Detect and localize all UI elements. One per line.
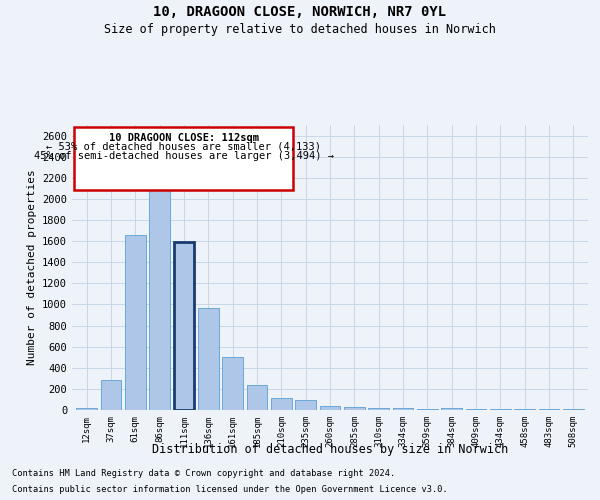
Bar: [247, 384, 268, 410]
Bar: [271, 398, 292, 410]
Bar: [392, 408, 413, 410]
Text: Distribution of detached houses by size in Norwich: Distribution of detached houses by size …: [152, 442, 508, 456]
Bar: [149, 184, 170, 410]
Text: Contains public sector information licensed under the Open Government Licence v3: Contains public sector information licen…: [12, 485, 448, 494]
Bar: [222, 357, 243, 410]
Bar: [442, 408, 462, 410]
Bar: [101, 380, 121, 410]
Bar: [490, 409, 511, 410]
Bar: [173, 242, 194, 410]
Bar: [74, 127, 293, 190]
Bar: [320, 406, 340, 410]
Bar: [198, 308, 218, 410]
Bar: [295, 400, 316, 410]
Text: 10, DRAGOON CLOSE, NORWICH, NR7 0YL: 10, DRAGOON CLOSE, NORWICH, NR7 0YL: [154, 5, 446, 19]
Bar: [76, 408, 97, 410]
Bar: [417, 409, 438, 410]
Text: Contains HM Land Registry data © Crown copyright and database right 2024.: Contains HM Land Registry data © Crown c…: [12, 468, 395, 477]
Text: Size of property relative to detached houses in Norwich: Size of property relative to detached ho…: [104, 22, 496, 36]
Bar: [125, 235, 146, 410]
Text: ← 53% of detached houses are smaller (4,133): ← 53% of detached houses are smaller (4,…: [46, 142, 322, 152]
Text: 10 DRAGOON CLOSE: 112sqm: 10 DRAGOON CLOSE: 112sqm: [109, 134, 259, 143]
Text: 45% of semi-detached houses are larger (3,494) →: 45% of semi-detached houses are larger (…: [34, 152, 334, 162]
Bar: [466, 409, 487, 410]
Bar: [344, 407, 365, 410]
Bar: [368, 408, 389, 410]
Y-axis label: Number of detached properties: Number of detached properties: [26, 170, 37, 366]
